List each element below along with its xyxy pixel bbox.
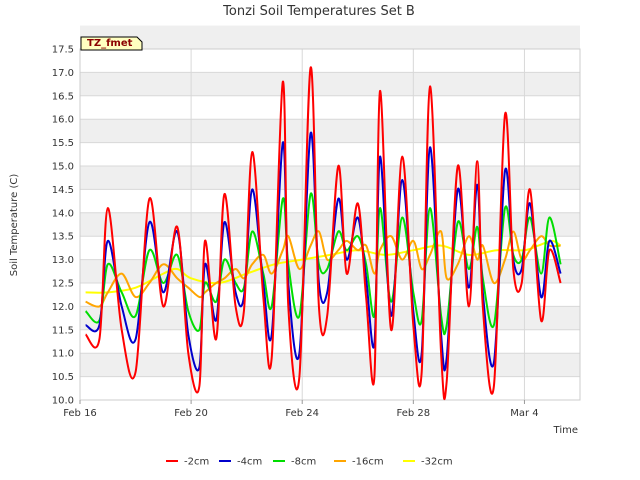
y-tick-label: 11.0 [52,349,74,360]
background-band [80,166,580,190]
y-tick-label: 16.5 [52,91,74,102]
series-line-minus-16cm [85,230,561,308]
y-tick-label: 15.5 [52,138,74,149]
background-band [80,72,580,96]
legend-label: -16cm [352,457,384,468]
x-tick-label: Feb 28 [397,408,431,419]
x-tick-label: Mar 4 [510,408,538,419]
plot-background-bands [80,25,580,377]
y-tick-label: 16.0 [52,115,74,126]
chart-title: Tonzi Soil Temperatures Set B [222,4,415,19]
legend-label: -32cm [421,457,453,468]
x-axis-ticks: Feb 16 Feb 20 Feb 24 Feb 28 Mar 4 [63,400,539,419]
legend-label: -8cm [291,457,316,468]
y-tick-label: 12.0 [52,302,74,313]
y-axis-ticks: 10.0 10.5 11.0 11.5 12.0 12.5 13.0 13.5 14.0 14.5… [52,45,74,407]
x-tick-label: Feb 20 [174,408,208,419]
y-tick-label: 17.0 [52,68,74,79]
background-band [80,353,580,377]
y-tick-label: 10.0 [52,396,74,407]
background-band [80,119,580,143]
legend: -2cm -4cm -8cm -16cm -32cm [166,457,453,468]
background-band [80,306,580,330]
y-tick-label: 14.5 [52,185,74,196]
y-tick-label: 14.0 [52,208,74,219]
site-tag-box [80,36,143,51]
series-line-minus-2cm [84,66,562,401]
plot-frame [79,48,581,401]
legend-label: -2cm [184,457,209,468]
y-tick-label: 17.5 [52,45,74,56]
x-axis-label: Time [553,425,578,436]
legend-label: -4cm [237,457,262,468]
x-tick-label: Feb 24 [285,408,319,419]
site-tag-label: TZ_fmet [87,38,133,49]
y-tick-label: 13.5 [52,232,74,243]
y-tick-label: 15.0 [52,162,74,173]
y-tick-label: 13.0 [52,255,74,266]
x-tick-label: Feb 16 [63,408,97,419]
y-tick-label: 10.5 [52,372,74,383]
y-axis-label: Soil Temperature (C) [9,174,20,277]
background-band [80,25,580,49]
y-tick-label: 11.5 [52,325,74,336]
site-tag: TZ_fmet [80,36,143,51]
y-tick-label: 12.5 [52,279,74,290]
series-layer [84,66,562,401]
